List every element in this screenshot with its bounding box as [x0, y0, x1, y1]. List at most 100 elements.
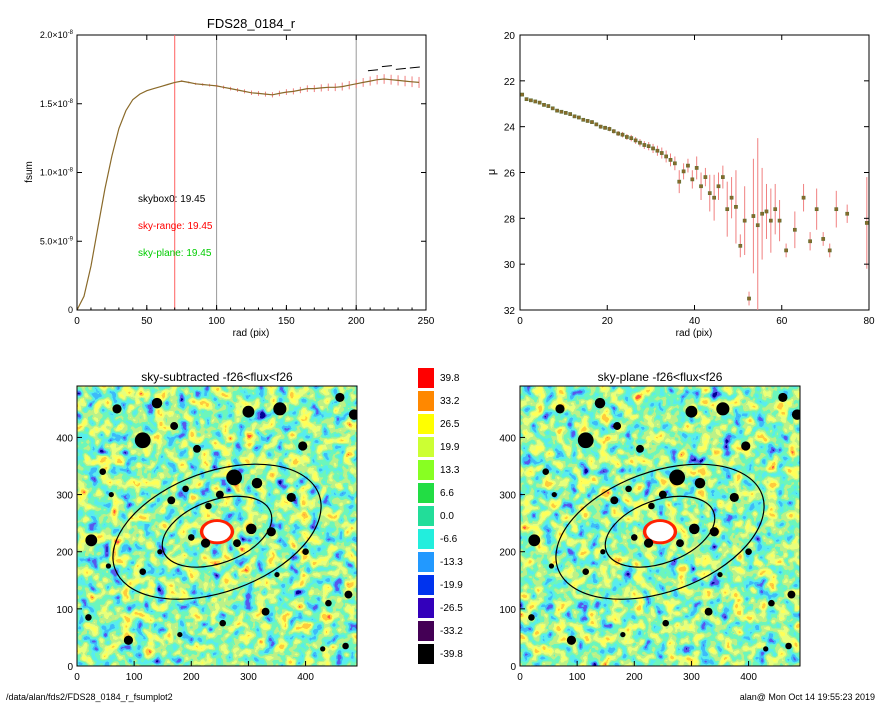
mu-point	[646, 144, 651, 148]
mu-plot-frame	[519, 34, 870, 311]
masked-star	[182, 485, 189, 493]
mu-point	[801, 195, 806, 200]
mu-y-label: μ	[486, 169, 498, 175]
fsum-y-tick-mantissa: 2.0×10	[40, 30, 68, 40]
annotation-sky-plane: sky-plane: 19.45	[138, 248, 212, 259]
mu-point	[681, 169, 686, 174]
fsum-panel: FDS28_0184_r 0 50 100 150 200 250 0 5.0×10-9 1.…	[24, 16, 435, 339]
footer-stamp: alan@ Mon Oct 14 19:55:23 2019	[739, 692, 875, 702]
masked-star	[99, 468, 106, 476]
fsum-dash	[409, 66, 420, 69]
colorbar-label: -39.8	[440, 649, 463, 660]
masked-star	[151, 397, 163, 409]
map-layer	[520, 386, 800, 666]
map-y-tick-label: 200	[56, 548, 73, 559]
fsum-y-tick-exponent: -8	[68, 168, 74, 174]
map-layer	[77, 386, 357, 666]
fsum-y-tick-label: 1.0×10-8	[40, 168, 74, 178]
masked-star	[704, 607, 713, 616]
mu-point	[845, 211, 850, 216]
footer-path: /data/alan/fds2/FDS28_0184_r_fsumplot2	[6, 692, 173, 702]
fsum-y-tick-mantissa: 0	[68, 305, 73, 315]
sky-subtracted-panel: sky-subtracted -f26<flux<f26 0 100 200 300 4…	[56, 370, 358, 683]
colorbar-swatch	[418, 414, 434, 434]
sky-subtracted-title: sky-subtracted -f26<flux<f26	[141, 370, 293, 384]
sky-subtracted-x-ticks: 0 100 200 300 400	[74, 661, 314, 683]
masked-star	[219, 619, 226, 627]
mu-x-tick-label: 0	[517, 316, 523, 327]
colorbar-label: 33.2	[440, 396, 460, 407]
masked-star	[669, 469, 686, 486]
mu-point	[734, 205, 738, 209]
mu-point	[555, 108, 559, 113]
mu-y-tick-label: 22	[504, 77, 516, 88]
masked-star	[85, 614, 92, 621]
masked-star	[233, 539, 241, 548]
masked-star	[226, 469, 243, 486]
masked-star	[577, 432, 594, 449]
colorbar-label: -26.5	[440, 603, 463, 614]
fsum-title: FDS28_0184_r	[207, 16, 296, 31]
fsum-x-label: rad (pix)	[233, 328, 270, 339]
mu-point	[625, 135, 629, 139]
fsum-y-tick-exponent: -9	[68, 236, 74, 242]
colorbar: 39.8 33.2 26.5 19.9 13.3 6.6 0.0 -6.6 -13.3 -19.9…	[418, 368, 463, 664]
masked-star	[251, 477, 263, 489]
colorbar-label: 0.0	[440, 511, 454, 522]
mu-point	[659, 151, 664, 155]
mu-point	[546, 104, 551, 108]
masked-star	[778, 392, 788, 403]
masked-star	[85, 534, 98, 547]
colorbar-label: -33.2	[440, 626, 463, 637]
fsum-y-tick-mantissa: 5.0×10	[40, 236, 68, 246]
mu-panel: 0 20 40 60 80 20 22 24 26 28 30 32 rad (pix) μ	[486, 31, 875, 339]
masked-star	[200, 538, 211, 548]
mu-point	[784, 248, 788, 253]
mu-y-tick-label: 26	[504, 169, 516, 180]
masked-star	[582, 568, 589, 575]
fsum-dashed-upper	[367, 65, 420, 72]
masked-star	[694, 477, 706, 489]
mu-y-tick-label: 20	[504, 31, 516, 42]
mu-x-ticks: 0 20 40 60 80	[517, 35, 875, 327]
fsum-y-tick-label: 2.0×10-8	[40, 30, 74, 40]
masked-star	[205, 502, 212, 510]
colorbar-label: 6.6	[440, 488, 454, 499]
mu-point	[533, 99, 538, 104]
sky-subtracted-y-ticks: 0 100 200 300 400	[56, 433, 82, 673]
mu-x-tick-label: 40	[689, 316, 701, 327]
masked-star	[648, 502, 655, 510]
mu-point	[834, 207, 839, 212]
masked-star	[139, 568, 146, 575]
fsum-y-tick-mantissa: 1.0×10	[40, 168, 68, 178]
mu-y-ticks: 20 22 24 26 28 30 32	[504, 31, 869, 317]
masked-star	[273, 402, 287, 416]
mu-point	[694, 166, 699, 170]
colorbar-label: -19.9	[440, 580, 463, 591]
mu-point	[703, 175, 708, 179]
mu-point	[642, 143, 647, 147]
fsum-y-ticks: 05.0×10-91.0×10-81.5×10-82.0×10-8	[40, 30, 426, 315]
colorbar-swatch	[418, 621, 434, 641]
colorbar-label: 13.3	[440, 465, 460, 476]
sky-plane-x-ticks: 0 100 200 300 400	[517, 661, 757, 683]
mu-point	[651, 146, 655, 151]
mu-point	[821, 237, 826, 241]
mu-point	[638, 140, 642, 145]
masked-star	[108, 491, 114, 498]
sky-plane-panel: sky-plane -f26<flux<f26 0 100 200 300 400 0 1…	[499, 370, 801, 683]
masked-star	[548, 563, 555, 569]
sky-plane-title: sky-plane -f26<flux<f26	[598, 370, 723, 384]
masked-star	[620, 631, 626, 638]
fsum-x-tick-label: 150	[278, 316, 295, 327]
mu-point	[668, 158, 673, 162]
map-x-tick-label: 400	[297, 672, 314, 683]
masked-star	[105, 563, 112, 569]
colorbar-swatch	[418, 437, 434, 457]
map-frame	[519, 385, 801, 667]
map-x-tick-label: 100	[569, 672, 586, 683]
map-y-tick-label: 200	[499, 548, 516, 559]
masked-star	[302, 548, 309, 555]
masked-star	[528, 534, 541, 547]
